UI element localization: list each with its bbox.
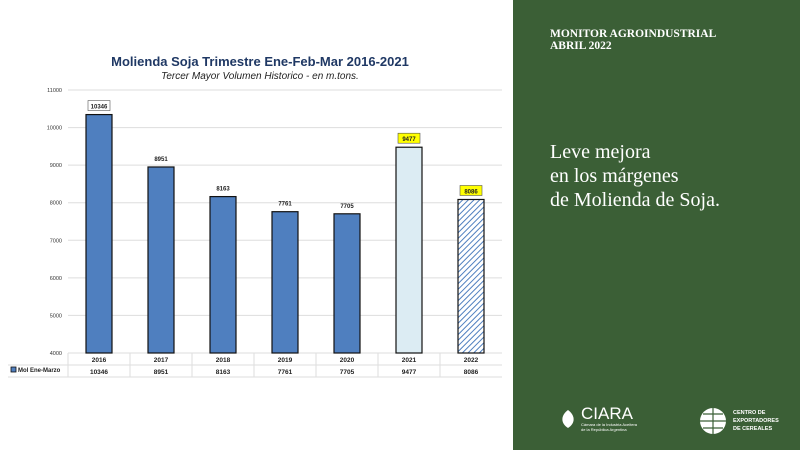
data-label: 10346	[91, 105, 108, 111]
globe-wheat-icon	[700, 408, 726, 434]
bar	[333, 213, 361, 354]
headline-line: Leve mejora	[550, 141, 651, 163]
data-label: 8951	[154, 157, 168, 163]
ciara-logo: CIARA Cámara de la Industria Aceitera de…	[559, 405, 637, 432]
table-category: 2018	[216, 357, 231, 364]
leaf-icon	[562, 409, 574, 428]
data-label-box	[397, 132, 421, 144]
legend-label: Mol Ene-Marzo	[18, 368, 61, 374]
table-value: 10346	[90, 369, 108, 376]
table-value: 8951	[154, 369, 169, 376]
cec-line: EXPORTADORES	[733, 418, 779, 424]
panel-header: MONITOR AGROINDUSTRIAL ABRIL 2022	[550, 28, 716, 52]
bar	[209, 195, 237, 354]
cec-line: CENTRO DE	[733, 410, 766, 416]
bar	[85, 113, 113, 354]
chart-title: Molienda Soja Trimestre Ene-Feb-Mar 2016…	[111, 54, 409, 69]
headline: Leve mejora en los márgenes de Molienda …	[550, 140, 720, 212]
bar	[271, 211, 299, 354]
y-tick-label: 4000	[50, 351, 62, 357]
bar	[457, 198, 485, 354]
y-tick-label: 10000	[47, 126, 62, 132]
table-value: 9477	[402, 369, 417, 376]
table-category: 2022	[464, 357, 479, 364]
legend-swatch	[10, 366, 17, 373]
chart-subtitle: Tercer Mayor Volumen Historico - en m.to…	[161, 71, 359, 82]
table-category: 2020	[340, 357, 355, 364]
data-label: 9477	[402, 137, 416, 143]
bar	[147, 166, 175, 354]
header-line-1: MONITOR AGROINDUSTRIAL	[550, 28, 717, 40]
table-value: 7705	[340, 369, 355, 376]
data-label-box	[459, 185, 483, 196]
data-label-box	[87, 100, 111, 111]
y-tick-label: 9000	[50, 163, 62, 169]
side-panel: MONITOR AGROINDUSTRIAL ABRIL 2022 Leve m…	[513, 0, 800, 450]
table-value: 8086	[464, 369, 479, 376]
table-value: 7761	[278, 369, 293, 376]
chart-area: Molienda Soja Trimestre Ene-Feb-Mar 2016…	[8, 54, 502, 378]
headline-line: de Molienda de Soja.	[550, 189, 720, 211]
y-tick-label: 5000	[50, 313, 62, 319]
y-tick-label: 7000	[50, 238, 62, 244]
table-value: 8163	[216, 369, 231, 376]
ciara-line: Cámara de la Industria Aceitera	[581, 422, 638, 427]
data-label: 8163	[216, 187, 230, 193]
ciara-name: CIARA	[581, 404, 633, 423]
y-tick-label: 11000	[47, 88, 62, 94]
y-tick-label: 8000	[50, 201, 62, 207]
table-category: 2021	[402, 357, 417, 364]
data-label: 7705	[340, 204, 354, 210]
table-category: 2017	[154, 357, 169, 364]
headline-line: en los márgenes	[550, 165, 679, 187]
table-category: 2016	[92, 357, 107, 364]
cec-line: DE CEREALES	[733, 426, 773, 432]
ciara-line: de la República Argentina	[581, 427, 627, 432]
header-line-2: ABRIL 2022	[550, 40, 612, 52]
data-label: 8086	[464, 189, 478, 195]
data-label: 7761	[278, 202, 292, 208]
table-category: 2019	[278, 357, 293, 364]
bar	[395, 146, 423, 354]
bar-chart: 4000 5000 6000 7000 8000 9000 10000 11000 10346 2…	[8, 88, 502, 378]
cec-logo: CENTRO DE EXPORTADORES DE CEREALES	[699, 405, 779, 437]
y-tick-label: 6000	[50, 276, 62, 282]
